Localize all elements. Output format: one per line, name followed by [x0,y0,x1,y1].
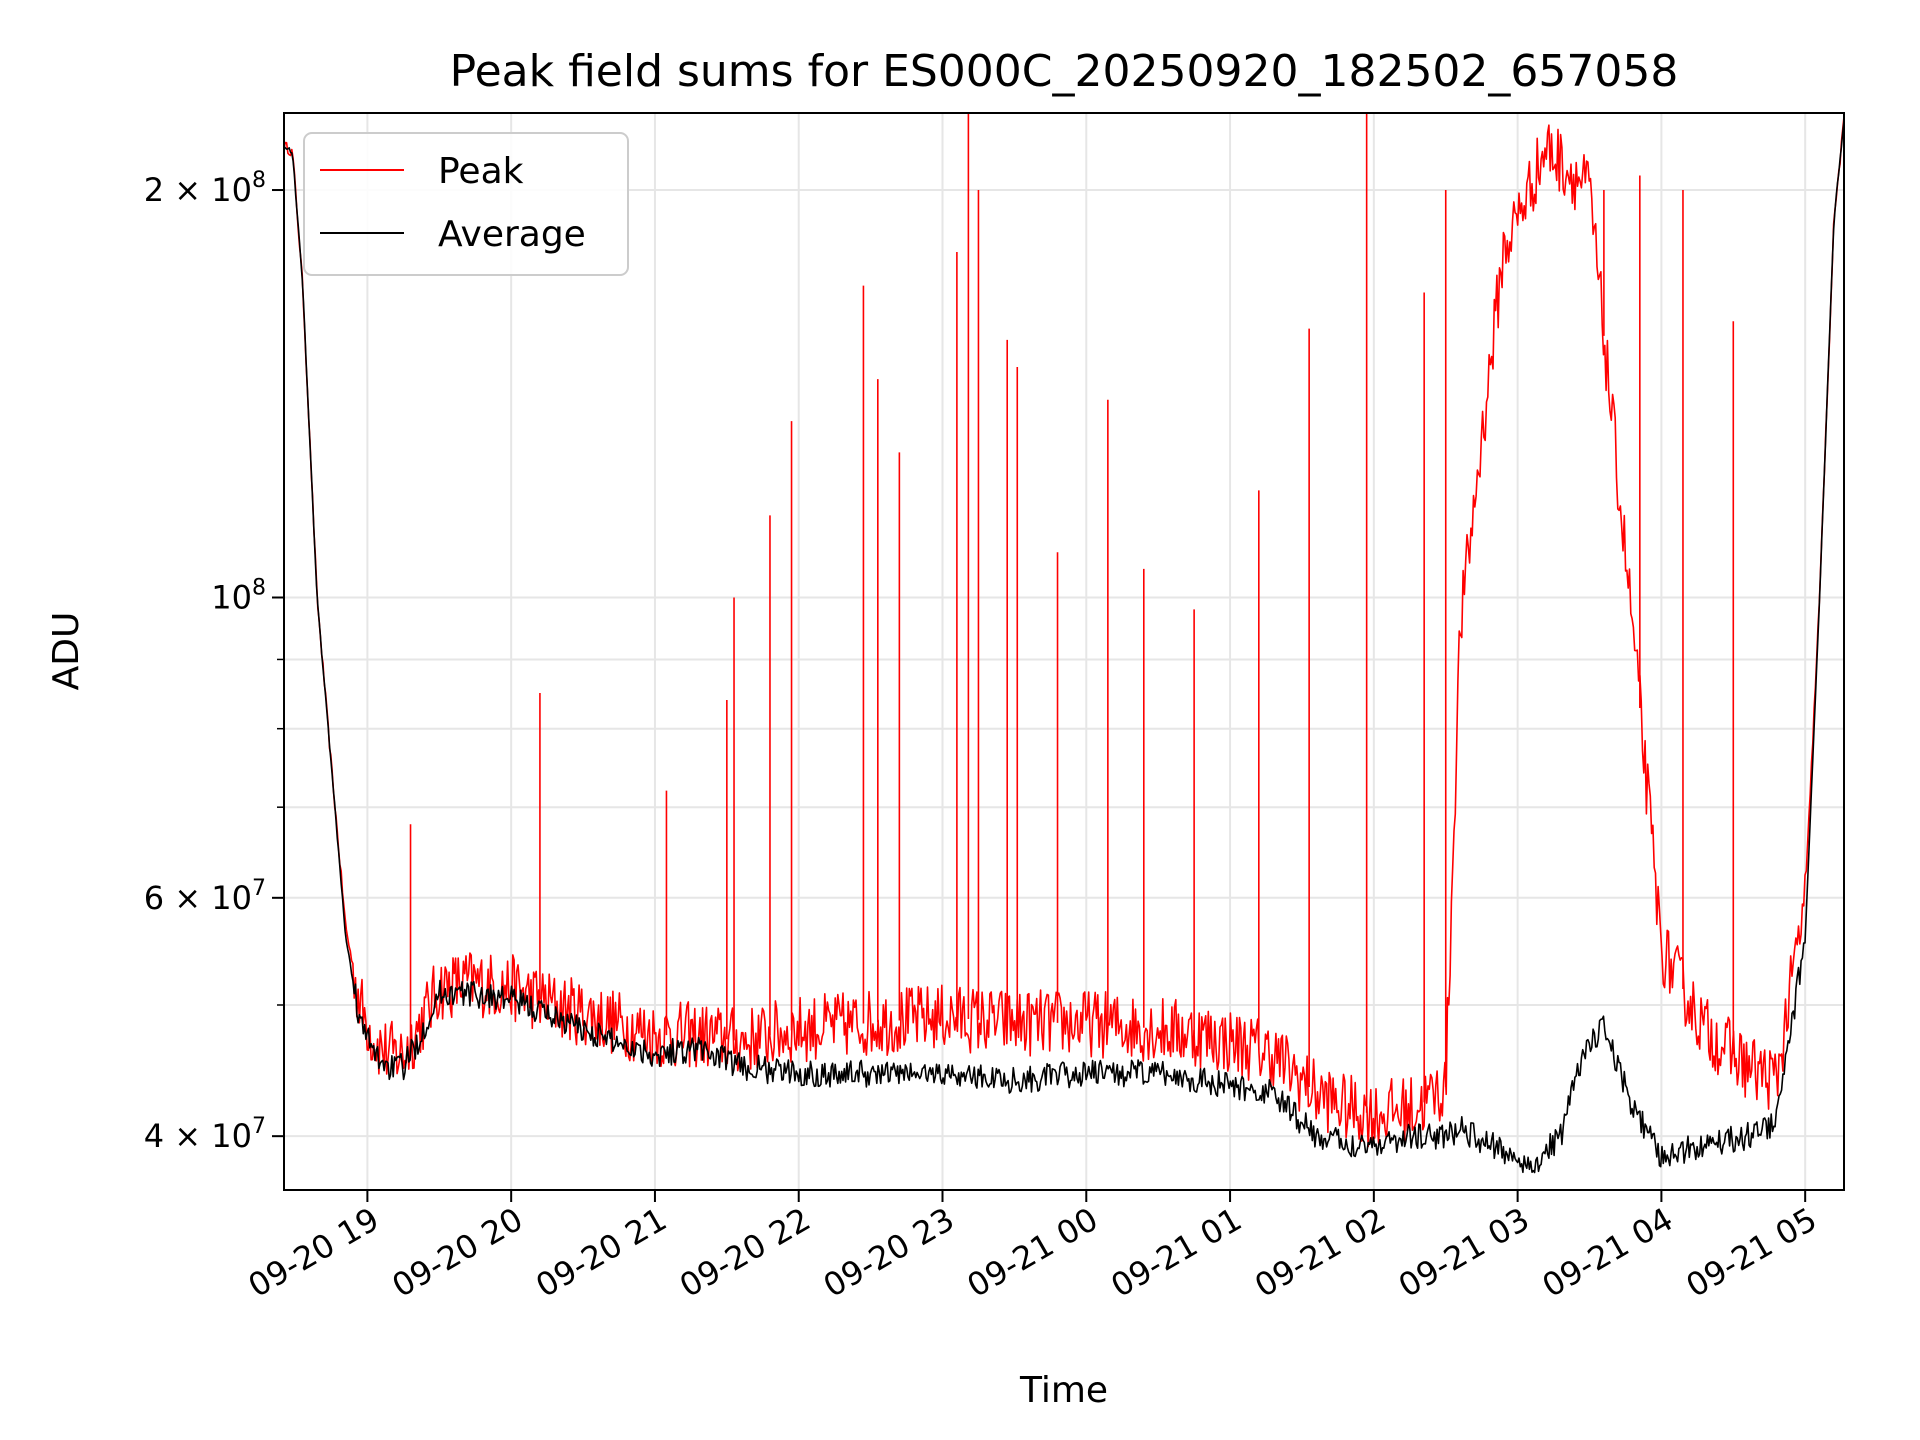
legend: Peak Average [303,132,629,276]
series-layer [283,113,1845,1174]
y-tick-exponent: 7 [252,876,266,901]
y-tick-exponent: 8 [252,168,266,193]
legend-average-label: Average [438,214,586,255]
legend-peak-label: Peak [438,151,524,192]
y-axis-label: ADU [46,612,87,691]
y-tick-label: 4 × 107 [144,1114,266,1155]
y-tick-exponent: 7 [252,1114,266,1139]
plot-area-frame [283,112,1845,1191]
grid [284,113,1844,1190]
chart-title: Peak field sums for ES000C_20250920_1825… [450,46,1679,97]
series-average [283,120,1845,1174]
x-axis-label: Time [1019,1370,1108,1411]
series-peak [283,113,1845,1148]
series-line-average [283,120,1845,1174]
y-tick-label: 2 × 108 [144,168,266,209]
series-line-peak [283,116,1845,1148]
legend-box [303,132,629,276]
y-tick-label: 6 × 107 [144,876,266,917]
y-tick-exponent: 8 [252,576,266,601]
